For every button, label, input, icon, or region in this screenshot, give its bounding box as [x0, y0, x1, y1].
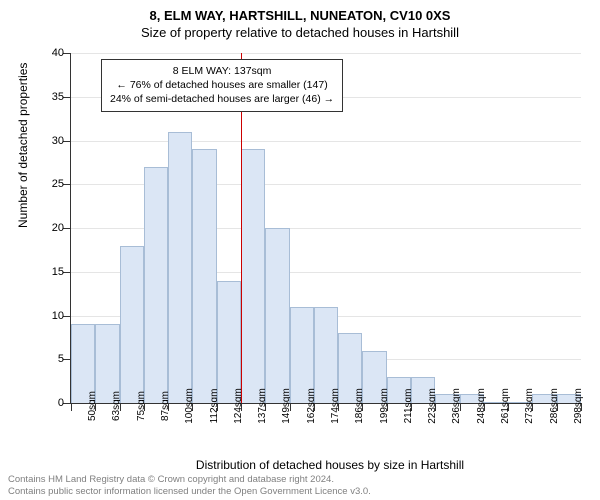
x-tick — [387, 403, 388, 411]
x-tick — [120, 403, 121, 411]
x-tick-label: 298sqm — [573, 388, 584, 424]
y-tick-label: 15 — [36, 266, 64, 278]
histogram-bar — [144, 167, 168, 403]
x-tick — [217, 403, 218, 411]
x-tick — [508, 403, 509, 411]
y-tick-label: 10 — [36, 310, 64, 322]
y-tick — [63, 403, 71, 404]
x-axis-title: Distribution of detached houses by size … — [30, 458, 600, 472]
y-axis-title: Number of detached properties — [16, 63, 30, 228]
y-tick-label: 0 — [36, 397, 64, 409]
chart-container: 8, ELM WAY, HARTSHILL, NUNEATON, CV10 0X… — [0, 0, 600, 500]
y-tick — [63, 184, 71, 185]
histogram-bar — [168, 132, 192, 403]
y-tick-label: 25 — [36, 178, 64, 190]
y-tick-label: 40 — [36, 47, 64, 59]
histogram-bar — [217, 281, 241, 404]
x-tick — [532, 403, 533, 411]
x-tick — [265, 403, 266, 411]
x-tick — [435, 403, 436, 411]
y-tick — [63, 272, 71, 273]
annotation-line-3: 24% of semi-detached houses are larger (… — [110, 92, 334, 106]
chart-subtitle: Size of property relative to detached ho… — [0, 23, 600, 40]
annotation-line-2: ← 76% of detached houses are smaller (14… — [110, 78, 334, 92]
y-tick — [63, 316, 71, 317]
x-tick — [460, 403, 461, 411]
y-tick-label: 30 — [36, 135, 64, 147]
x-tick — [581, 403, 582, 411]
y-tick — [63, 141, 71, 142]
gridline — [71, 141, 581, 142]
y-tick — [63, 53, 71, 54]
footer-line-1: Contains HM Land Registry data © Crown c… — [8, 474, 371, 486]
y-tick-label: 5 — [36, 353, 64, 365]
histogram-bar — [265, 228, 289, 403]
x-tick — [168, 403, 169, 411]
gridline — [71, 53, 581, 54]
histogram-bar — [120, 246, 144, 404]
x-tick — [484, 403, 485, 411]
x-tick — [314, 403, 315, 411]
plot-area: 051015202530354050sqm63sqm75sqm87sqm100s… — [70, 53, 581, 404]
x-tick-label: 248sqm — [476, 388, 487, 424]
x-tick — [362, 403, 363, 411]
histogram-bar — [192, 149, 216, 403]
x-tick — [192, 403, 193, 411]
y-tick — [63, 97, 71, 98]
y-tick — [63, 228, 71, 229]
x-tick — [144, 403, 145, 411]
x-tick — [71, 403, 72, 411]
x-tick-label: 261sqm — [500, 388, 511, 424]
y-tick-label: 20 — [36, 222, 64, 234]
y-tick-label: 35 — [36, 91, 64, 103]
footer-attribution: Contains HM Land Registry data © Crown c… — [8, 474, 371, 498]
x-tick — [411, 403, 412, 411]
histogram-bar — [241, 149, 265, 403]
x-tick — [95, 403, 96, 411]
x-tick — [290, 403, 291, 411]
x-tick — [338, 403, 339, 411]
y-tick — [63, 359, 71, 360]
x-tick — [241, 403, 242, 411]
footer-line-2: Contains public sector information licen… — [8, 486, 371, 498]
chart-title: 8, ELM WAY, HARTSHILL, NUNEATON, CV10 0X… — [0, 0, 600, 23]
x-tick — [557, 403, 558, 411]
annotation-line-1: 8 ELM WAY: 137sqm — [110, 64, 334, 78]
annotation-box: 8 ELM WAY: 137sqm ← 76% of detached hous… — [101, 59, 343, 112]
